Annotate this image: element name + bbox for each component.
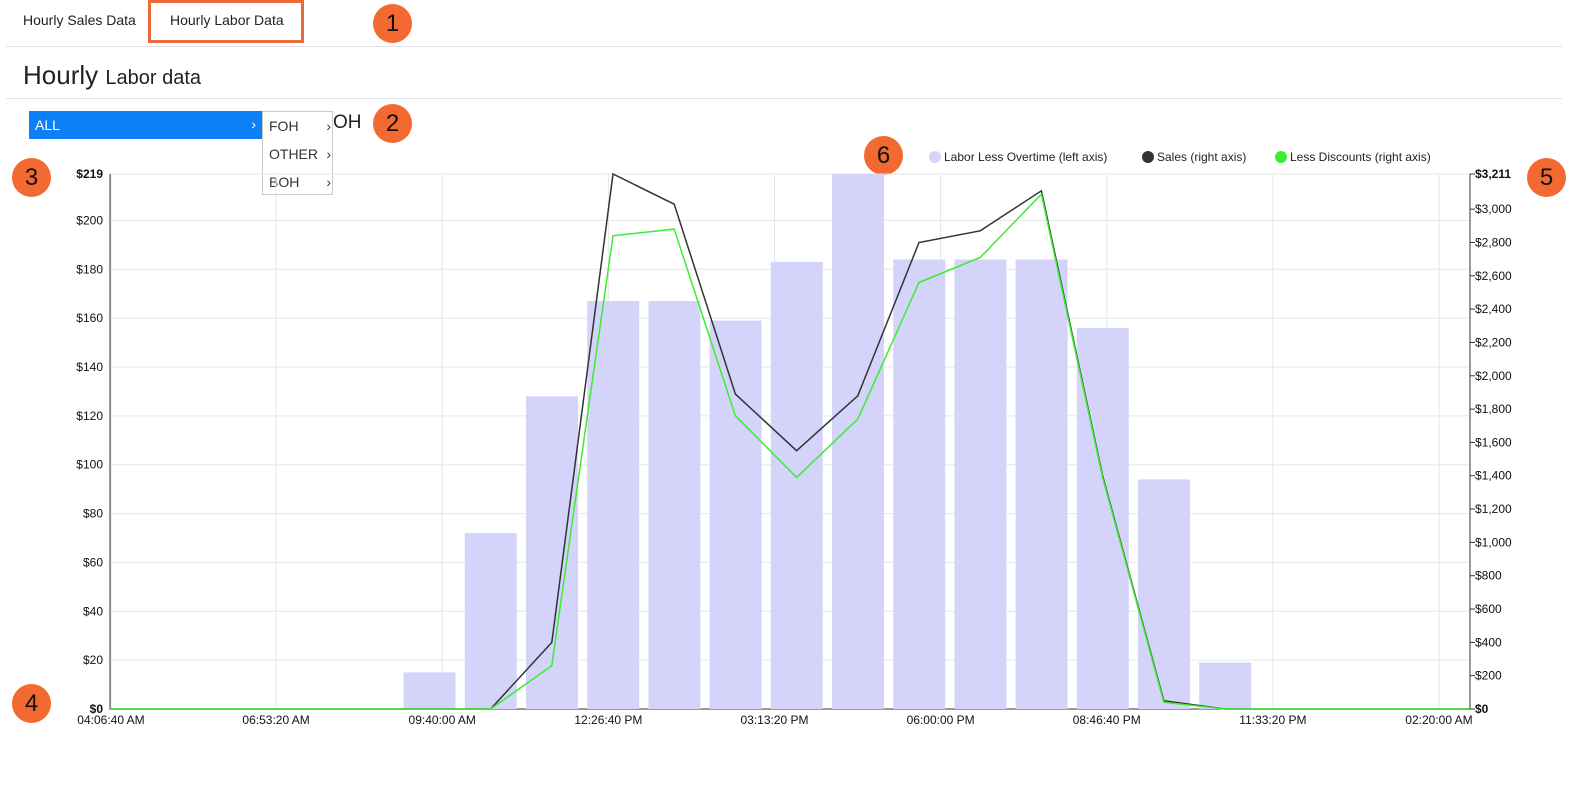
tab-hourly-labor[interactable]: Hourly Labor Data: [170, 12, 284, 28]
callout-badge-3: 3: [12, 158, 51, 197]
category-submenu: FOH › OTHER › BOH ›: [262, 111, 333, 195]
labor-bar: [1137, 479, 1190, 709]
tab-hourly-sales[interactable]: Hourly Sales Data: [23, 12, 136, 28]
left-axis-tick-label: $200: [76, 213, 103, 227]
legend-swatch: [1142, 151, 1154, 163]
tab-bar: Hourly Sales Data Hourly Labor Data: [6, 0, 1562, 47]
chevron-right-icon: ›: [326, 118, 331, 134]
submenu-item-label: FOH: [269, 118, 299, 134]
labor-bar: [954, 259, 1007, 709]
callout-badge-2: 2: [373, 104, 412, 143]
legend-swatch: [929, 151, 941, 163]
sales-line: [109, 172, 1470, 710]
right-axis-tick-label: $2,200: [1475, 335, 1512, 349]
x-axis-tick-label: 03:13:20 PM: [740, 713, 808, 727]
chevron-right-icon: ›: [326, 146, 331, 162]
x-axis-tick-label: 04:06:40 AM: [77, 713, 144, 727]
legend-item-discounts[interactable]: Less Discounts (right axis): [1275, 150, 1431, 164]
left-axis-tick-label: $219: [76, 167, 103, 181]
page-title-main: Hourly: [23, 60, 99, 90]
labor-bar: [893, 259, 946, 709]
left-axis-tick-label: $40: [83, 604, 103, 618]
callout-badge-4: 4: [12, 684, 51, 723]
callout-badge-6: 6: [864, 136, 903, 175]
right-axis-tick-label: $200: [1475, 669, 1502, 683]
legend-label: Sales (right axis): [1157, 150, 1247, 164]
x-axis-tick-label: 06:00:00 PM: [907, 713, 975, 727]
legend-label: Labor Less Overtime (left axis): [944, 150, 1108, 164]
submenu-item-foh[interactable]: FOH ›: [269, 118, 331, 134]
legend-item-sales[interactable]: Sales (right axis): [1142, 150, 1246, 164]
x-axis-tick-label: 11:33:20 PM: [1239, 713, 1306, 727]
callout-badge-1: 1: [373, 4, 412, 43]
x-axis-tick-label: 09:40:00 AM: [409, 713, 476, 727]
x-axis-tick-label: 02:20:00 AM: [1405, 713, 1472, 727]
submenu-item-label: OTHER: [269, 146, 318, 162]
right-axis-tick-label: $800: [1475, 569, 1502, 583]
left-axis-tick-label: $80: [83, 507, 103, 521]
labor-bar: [648, 301, 701, 709]
x-axis-tick-label: 08:46:40 PM: [1073, 713, 1141, 727]
right-axis-tick-label: $1,600: [1475, 435, 1512, 449]
right-axis-tick-label: $2,000: [1475, 369, 1512, 383]
left-axis-tick-label: $60: [83, 555, 103, 569]
right-axis-tick-label: $1,000: [1475, 535, 1512, 549]
labor-bar: [587, 301, 640, 709]
right-axis-tick-label: $0: [1475, 702, 1489, 716]
divider: [6, 98, 1562, 99]
category-dropdown-all[interactable]: ALL ›: [29, 111, 262, 139]
left-axis-tick-label: $140: [76, 360, 103, 374]
right-axis-tick-label: $1,800: [1475, 402, 1512, 416]
right-axis-tick-label: $600: [1475, 602, 1502, 616]
right-axis-tick-label: $2,800: [1475, 235, 1512, 249]
submenu-item-label: BOH: [269, 174, 300, 190]
labor-bar: [464, 533, 517, 709]
truncated-label: OH: [333, 112, 362, 133]
labor-bar: [770, 261, 823, 709]
right-axis-tick-label: $3,000: [1475, 202, 1512, 216]
labor-bar: [1015, 259, 1068, 709]
category-selected-label: ALL: [35, 117, 60, 133]
labor-bar: [831, 174, 884, 709]
labor-bar: [1076, 327, 1129, 709]
page-title: Hourly Labor data: [23, 60, 201, 91]
right-axis-tick-label: $2,400: [1475, 302, 1512, 316]
submenu-item-other[interactable]: OTHER ›: [269, 146, 331, 162]
right-axis-tick-label: $1,400: [1475, 469, 1512, 483]
labor-bar: [403, 672, 456, 709]
submenu-item-boh[interactable]: BOH ›: [269, 174, 331, 190]
right-axis-tick-label: $400: [1475, 635, 1502, 649]
x-axis-tick-label: 12:26:40 PM: [574, 713, 642, 727]
legend-label: Less Discounts (right axis): [1290, 150, 1431, 164]
right-axis-tick-label: $3,211: [1475, 167, 1511, 181]
chevron-right-icon: ›: [326, 174, 331, 190]
legend-swatch: [1275, 151, 1287, 163]
page-title-sub: Labor data: [105, 67, 202, 89]
x-axis-tick-label: 06:53:20 AM: [242, 713, 309, 727]
chevron-right-icon: ›: [251, 116, 256, 132]
less-discounts-line: [109, 192, 1470, 710]
left-axis-tick-label: $120: [76, 409, 103, 423]
labor-bar: [709, 320, 762, 709]
right-axis-tick-label: $1,200: [1475, 502, 1512, 516]
active-tab-highlight: [148, 0, 304, 43]
labor-bar: [1199, 662, 1252, 709]
left-axis-tick-label: $20: [83, 653, 103, 667]
left-axis-tick-label: $100: [76, 458, 103, 472]
legend-item-labor[interactable]: Labor Less Overtime (left axis): [929, 150, 1107, 164]
left-axis-tick-label: $160: [76, 311, 103, 325]
labor-bar: [525, 396, 578, 709]
left-axis-tick-label: $180: [76, 262, 103, 276]
callout-badge-5: 5: [1527, 158, 1566, 197]
left-axis-tick-label: $0: [90, 702, 104, 716]
right-axis-tick-label: $2,600: [1475, 269, 1512, 283]
